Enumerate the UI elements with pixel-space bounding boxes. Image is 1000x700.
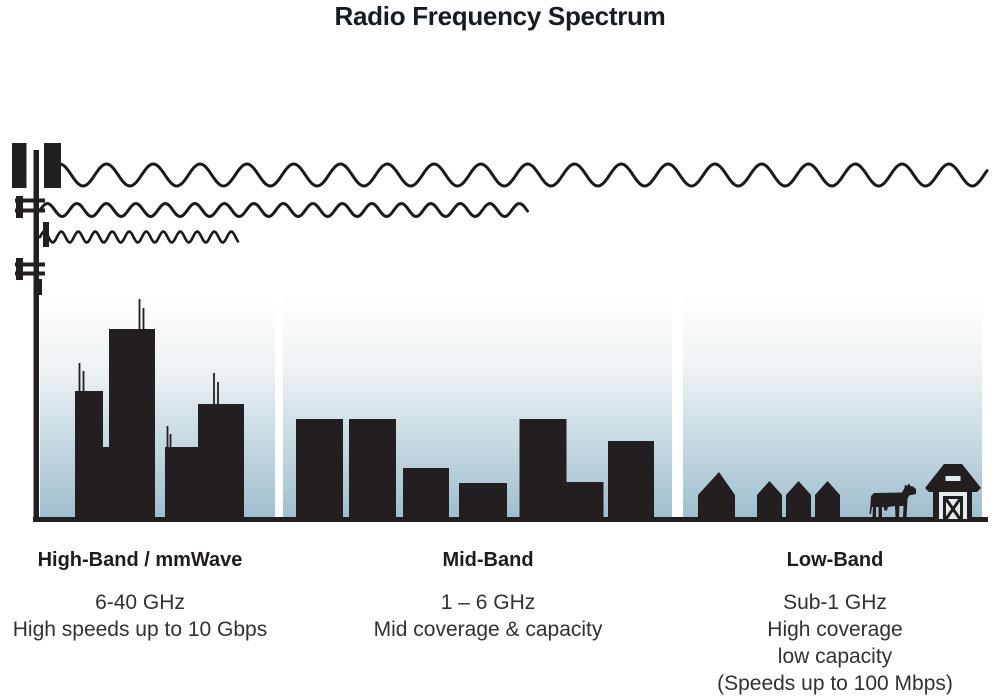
page-title: Radio Frequency Spectrum [334, 1, 666, 31]
building-silhouette [349, 419, 396, 519]
barn-icon [925, 464, 981, 520]
building-silhouette [75, 391, 103, 519]
spectrum-scene [12, 143, 989, 522]
skyscraper-antennas [78, 299, 219, 447]
house-icon [815, 481, 840, 519]
low-band-description: (Speeds up to 100 Mbps) [717, 672, 953, 695]
low-band-village [698, 464, 981, 520]
low-band-wave-icon [46, 162, 989, 188]
house-icon [757, 481, 782, 519]
building-silhouette [403, 468, 449, 519]
high-band-frequency: 6-40 GHz [95, 591, 185, 614]
house-icon [786, 481, 811, 519]
high-band-wave-icon [38, 230, 240, 244]
building-silhouette [109, 329, 155, 519]
mid-band-label: Mid-Band [442, 549, 534, 571]
building-silhouette [296, 419, 343, 519]
ground-line [33, 517, 988, 522]
cell-tower-icon [12, 143, 61, 519]
building-silhouette [198, 404, 244, 519]
building-silhouette [608, 441, 654, 519]
radio-waves [38, 162, 989, 244]
low-band-description: low capacity [777, 645, 893, 668]
mid-band-frequency: 1 – 6 GHz [440, 591, 536, 614]
mid-band-wave-icon [38, 201, 529, 219]
mid-band-city-icon [296, 419, 654, 519]
low-band-caption: Low-Band Sub-1 GHz High coverage low cap… [695, 549, 975, 697]
high-band-city-icon [75, 299, 244, 519]
house-icon [698, 472, 735, 519]
low-band-label: Low-Band [786, 549, 884, 571]
building-silhouette [103, 447, 109, 519]
mid-band-description: Mid coverage & capacity [373, 618, 603, 641]
cow-icon [869, 483, 916, 517]
high-band-label: High-Band / mmWave [37, 549, 243, 571]
building-silhouette [566, 482, 604, 519]
mid-band-caption: Mid-Band 1 – 6 GHz Mid coverage & capaci… [348, 549, 628, 643]
building-silhouette [459, 483, 507, 519]
low-band-frequency: Sub-1 GHz [783, 591, 887, 614]
high-band-description: High speeds up to 10 Gbps [12, 618, 268, 641]
mid-band-coverage-panel [283, 296, 672, 517]
barn-door-crossbuck [944, 498, 962, 520]
low-band-description: High coverage [767, 618, 903, 641]
building-silhouette [519, 419, 567, 519]
high-band-caption: High-Band / mmWave 6-40 GHz High speeds … [10, 549, 270, 643]
barn-loft-window [945, 476, 961, 481]
building-silhouette [165, 447, 198, 519]
